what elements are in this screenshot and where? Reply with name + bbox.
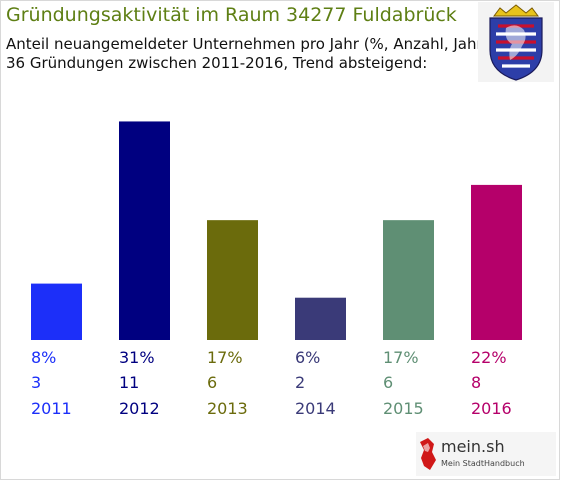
- germany-map-icon: [416, 432, 556, 476]
- year-label-2013: 2013: [207, 399, 248, 418]
- bar-2014: [295, 297, 346, 340]
- year-label-2015: 2015: [383, 399, 424, 418]
- count-label-2015: 6: [383, 373, 393, 392]
- bar-2012: [119, 121, 170, 340]
- bar-2011: [31, 283, 82, 340]
- count-label-2016: 8: [471, 373, 481, 392]
- chart-subtitle-line2: 36 Gründungen zwischen 2011-2016, Trend …: [6, 54, 428, 72]
- percent-label-2016: 22%: [471, 348, 507, 367]
- year-label-2014: 2014: [295, 399, 336, 418]
- year-label-2016: 2016: [471, 399, 512, 418]
- bar-2015: [383, 220, 434, 340]
- count-label-2014: 2: [295, 373, 305, 392]
- bar-2013: [207, 220, 258, 340]
- count-label-2012: 11: [119, 373, 139, 392]
- bar-2016: [471, 184, 522, 340]
- chart-title: Gründungsaktivität im Raum 34277 Fuldabr…: [6, 4, 457, 26]
- percent-label-2015: 17%: [383, 348, 419, 367]
- percent-label-2013: 17%: [207, 348, 243, 367]
- percent-label-2012: 31%: [119, 348, 155, 367]
- year-label-2011: 2011: [31, 399, 72, 418]
- count-label-2011: 3: [31, 373, 41, 392]
- chart-subtitle-line1: Anteil neuangemeldeter Unternehmen pro J…: [6, 35, 489, 53]
- hesse-coat-of-arms-icon: [478, 2, 554, 82]
- count-label-2013: 6: [207, 373, 217, 392]
- percent-label-2011: 8%: [31, 348, 56, 367]
- year-label-2012: 2012: [119, 399, 160, 418]
- logo-tagline: Mein StadtHandbuch: [441, 459, 525, 468]
- logo-name: mein.sh: [441, 437, 505, 456]
- percent-label-2014: 6%: [295, 348, 320, 367]
